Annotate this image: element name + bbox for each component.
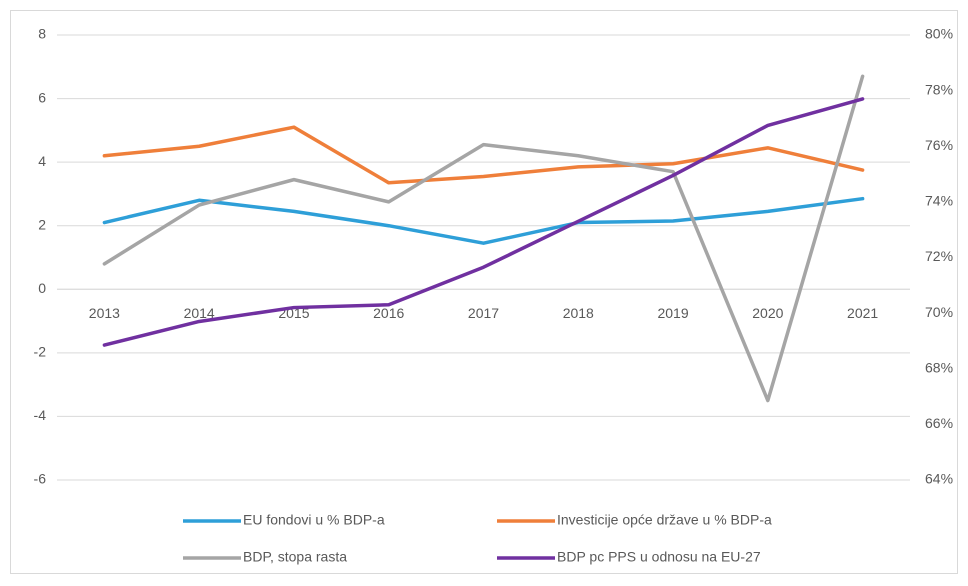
legend-label: BDP, stopa rasta <box>243 549 347 565</box>
y-tick-label: 2 <box>38 216 46 232</box>
series-line <box>102 74 865 403</box>
x-tick-label: 2020 <box>752 305 783 321</box>
y-tick-label: -6 <box>34 471 47 487</box>
y2-tick-label: 66% <box>925 415 953 431</box>
series-line <box>102 196 865 245</box>
y-tick-label: -2 <box>34 344 47 360</box>
x-tick-label: 2017 <box>468 305 499 321</box>
legend-label: EU fondovi u % BDP-a <box>243 512 385 528</box>
y2-tick-label: 80% <box>925 26 953 42</box>
x-tick-label: 2019 <box>657 305 688 321</box>
y-tick-label: 0 <box>38 280 46 296</box>
series-line <box>102 97 865 347</box>
y-tick-label: 4 <box>38 153 46 169</box>
y2-tick-label: 64% <box>925 471 953 487</box>
y-tick-label: 8 <box>38 26 46 42</box>
chart-border <box>10 10 958 574</box>
y2-tick-label: 72% <box>925 248 953 264</box>
y-tick-label: 6 <box>38 89 46 105</box>
x-tick-label: 2021 <box>847 305 878 321</box>
y2-tick-label: 70% <box>925 304 953 320</box>
y2-tick-label: 76% <box>925 137 953 153</box>
y-tick-label: -4 <box>34 407 47 423</box>
series-line <box>102 125 865 185</box>
legend-label: BDP pc PPS u odnosu na EU-27 <box>557 549 761 565</box>
x-tick-label: 2014 <box>184 305 215 321</box>
y2-tick-label: 68% <box>925 359 953 375</box>
y2-tick-label: 78% <box>925 81 953 97</box>
y2-tick-label: 74% <box>925 193 953 209</box>
x-tick-label: 2016 <box>373 305 404 321</box>
legend-label: Investicije opće države u % BDP-a <box>557 512 772 528</box>
x-tick-label: 2013 <box>89 305 120 321</box>
x-tick-label: 2018 <box>563 305 594 321</box>
